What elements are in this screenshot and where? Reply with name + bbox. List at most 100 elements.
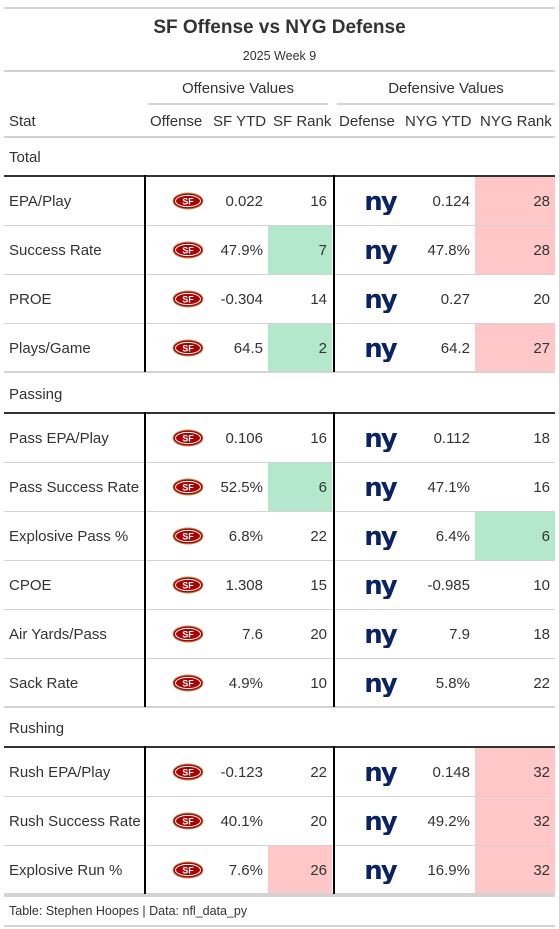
svg-text:ny: ny <box>364 809 398 835</box>
header-rule <box>4 70 555 72</box>
table-row: Pass EPA/Play SF 0.106 16 ny 0.112 18 <box>4 414 555 463</box>
nyg-rank-value: 16 <box>533 479 550 496</box>
nyg-rank-value: 18 <box>533 626 550 643</box>
offense-logo: SF <box>172 861 204 884</box>
49ers-logo-icon: SF <box>172 241 204 259</box>
row-separator <box>4 225 555 226</box>
giants-logo-icon: ny <box>364 187 400 217</box>
offense-logo: SF <box>172 625 204 648</box>
sf-rank-value: 2 <box>318 340 327 357</box>
nyg-ytd-value: 7.9 <box>449 626 470 643</box>
nyg-ytd-value: 0.112 <box>433 430 470 447</box>
stat-name: Success Rate <box>9 242 102 259</box>
source-note: Table: Stephen Hoopes | Data: nfl_data_p… <box>9 904 248 918</box>
top-rule <box>4 7 555 9</box>
sf-rank-value: 14 <box>310 291 327 308</box>
defense-logo: ny <box>362 285 400 318</box>
nyg-ytd-value: 5.8% <box>435 675 470 692</box>
nyg-rank-highlight <box>475 512 555 560</box>
giants-logo-icon: ny <box>364 334 400 364</box>
svg-text:SF: SF <box>182 816 194 826</box>
sf-ytd-value: 0.106 <box>225 430 263 447</box>
sf-rank-value: 20 <box>310 626 327 643</box>
offense-logo: SF <box>172 339 204 362</box>
defense-logo: ny <box>362 669 400 702</box>
defense-logo: ny <box>362 473 400 506</box>
offense-logo: SF <box>172 478 204 501</box>
nyg-rank-value: 27 <box>533 340 550 357</box>
table-row: Rush Success Rate SF 40.1% 20 ny 49.2% 32 <box>4 797 555 846</box>
sf-ytd-value: 47.9% <box>220 242 263 259</box>
nyg-rank-value: 28 <box>533 242 550 259</box>
nyg-rank-highlight <box>475 797 555 845</box>
defense-logo: ny <box>362 620 400 653</box>
49ers-logo-icon: SF <box>172 674 204 692</box>
defense-logo: ny <box>362 758 400 791</box>
nyg-ytd-value: 47.8% <box>427 242 470 259</box>
row-separator <box>4 560 555 561</box>
nyg-rank-value: 10 <box>533 577 550 594</box>
stat-name: Air Yards/Pass <box>9 626 107 643</box>
table-row: Air Yards/Pass SF 7.6 20 ny 7.9 18 <box>4 610 555 659</box>
sf-ytd-value: 7.6 <box>242 626 263 643</box>
sf-rank-value: 20 <box>310 813 327 830</box>
svg-text:SF: SF <box>182 865 194 875</box>
table-row: Plays/Game SF 64.5 2 ny 64.2 27 <box>4 324 555 373</box>
stat-name: Rush EPA/Play <box>9 764 111 781</box>
sf-ytd-value: 7.6% <box>228 862 263 879</box>
offense-divider <box>144 175 146 372</box>
svg-text:ny: ny <box>364 287 398 313</box>
stat-name: Pass EPA/Play <box>9 430 109 447</box>
nyg-ytd-value: 6.4% <box>435 528 470 545</box>
offense-divider <box>144 746 146 894</box>
defense-divider <box>333 746 335 894</box>
49ers-logo-icon: SF <box>172 429 204 447</box>
offense-logo: SF <box>172 429 204 452</box>
row-separator <box>4 658 555 659</box>
nyg-rank-highlight <box>475 846 555 894</box>
table-row: Explosive Pass % SF 6.8% 22 ny 6.4% 6 <box>4 512 555 561</box>
svg-text:SF: SF <box>182 245 194 255</box>
giants-logo-icon: ny <box>364 620 400 650</box>
svg-text:SF: SF <box>182 767 194 777</box>
nyg-rank-value: 6 <box>541 528 550 545</box>
stat-name: Explosive Run % <box>9 862 123 879</box>
offense-logo: SF <box>172 674 204 697</box>
49ers-logo-icon: SF <box>172 625 204 643</box>
nyg-rank-value: 32 <box>533 764 550 781</box>
sf-rank-value: 10 <box>310 675 327 692</box>
defense-logo: ny <box>362 187 400 220</box>
svg-text:ny: ny <box>364 524 398 550</box>
row-separator <box>4 462 555 463</box>
defense-logo: ny <box>362 424 400 457</box>
stat-name: PROE <box>9 291 52 308</box>
svg-text:SF: SF <box>182 629 194 639</box>
offense-divider <box>144 412 146 707</box>
giants-logo-icon: ny <box>364 856 400 886</box>
giants-logo-icon: ny <box>364 285 400 315</box>
svg-text:SF: SF <box>182 531 194 541</box>
offense-logo: SF <box>172 763 204 786</box>
defense-logo: ny <box>362 236 400 269</box>
stat-name: Rush Success Rate <box>9 813 141 830</box>
table-title: SF Offense vs NYG Defense <box>153 17 406 38</box>
defense-logo: ny <box>362 522 400 555</box>
sf-rank-value: 22 <box>310 528 327 545</box>
table-subtitle: 2025 Week 9 <box>242 49 317 63</box>
49ers-logo-icon: SF <box>172 812 204 830</box>
spanner-rule-offense <box>148 103 328 105</box>
row-separator <box>4 511 555 512</box>
sf-ytd-value: 0.022 <box>225 193 263 210</box>
offense-logo: SF <box>172 241 204 264</box>
49ers-logo-icon: SF <box>172 192 204 210</box>
col-header-nyg-rank: NYG Rank <box>480 113 552 130</box>
col-header-stat: Stat <box>9 113 36 130</box>
svg-text:ny: ny <box>364 189 398 215</box>
group-rule <box>4 175 555 177</box>
svg-text:ny: ny <box>364 858 398 884</box>
table-row: Explosive Run % SF 7.6% 26 ny 16.9% 32 <box>4 846 555 895</box>
bottom-rule <box>4 925 555 927</box>
svg-text:SF: SF <box>182 482 194 492</box>
table-row: Pass Success Rate SF 52.5% 6 ny 47.1% 16 <box>4 463 555 512</box>
